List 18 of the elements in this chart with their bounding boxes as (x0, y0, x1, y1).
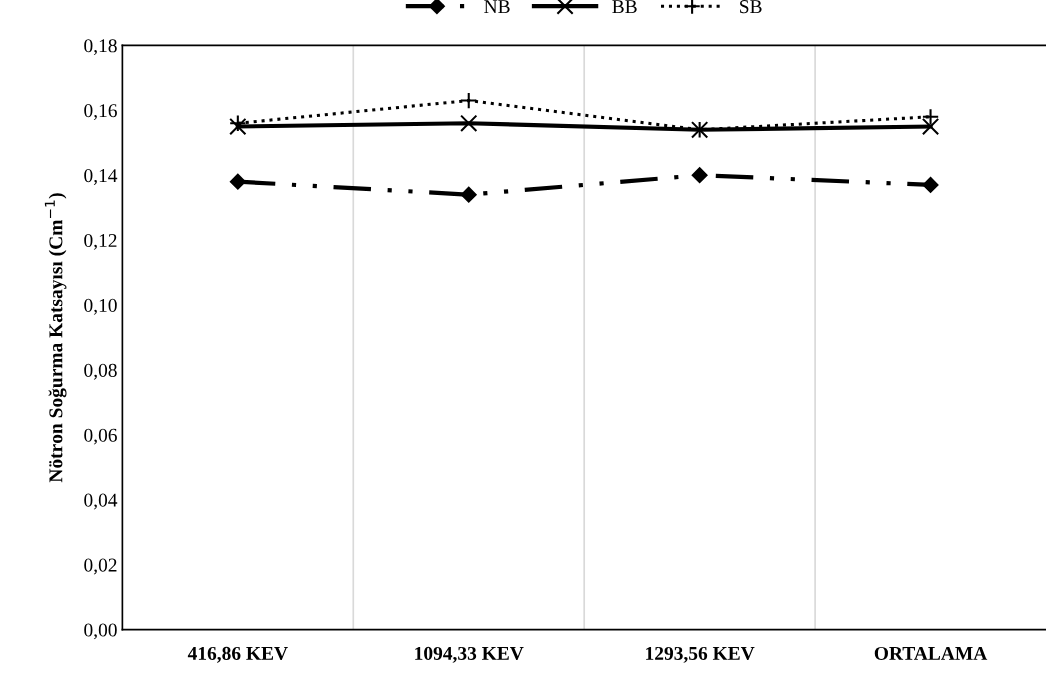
y-tick-label: 0,02 (84, 558, 117, 575)
y-tick-label: 0,10 (84, 298, 117, 315)
x-tick-label: 416,86 KEV (187, 646, 288, 663)
x-tick-label: 1094,33 KEV (415, 646, 524, 663)
legend-label: SB (740, 0, 762, 14)
y-tick-label: 0,18 (84, 39, 117, 56)
y-tick-label: 0,04 (84, 493, 118, 510)
legend-label: BB (612, 0, 637, 14)
y-tick-label: 0,12 (84, 233, 117, 250)
y-tick-label: 0,16 (84, 104, 117, 121)
y-tick-label: 0,00 (84, 623, 117, 640)
y-tick-label: 0,08 (84, 363, 117, 380)
y-tick-label: 0,06 (84, 428, 117, 445)
y-axis-title: Nötron Soğurma Katsayısı (Cm$^{−1}$) (44, 193, 67, 483)
x-tick-label: 1293,56 KEV (646, 646, 755, 663)
legend-label: NB (484, 0, 510, 14)
x-tick-label: ORTALAMA (874, 646, 988, 660)
y-tick-label: 0,14 (84, 169, 118, 185)
